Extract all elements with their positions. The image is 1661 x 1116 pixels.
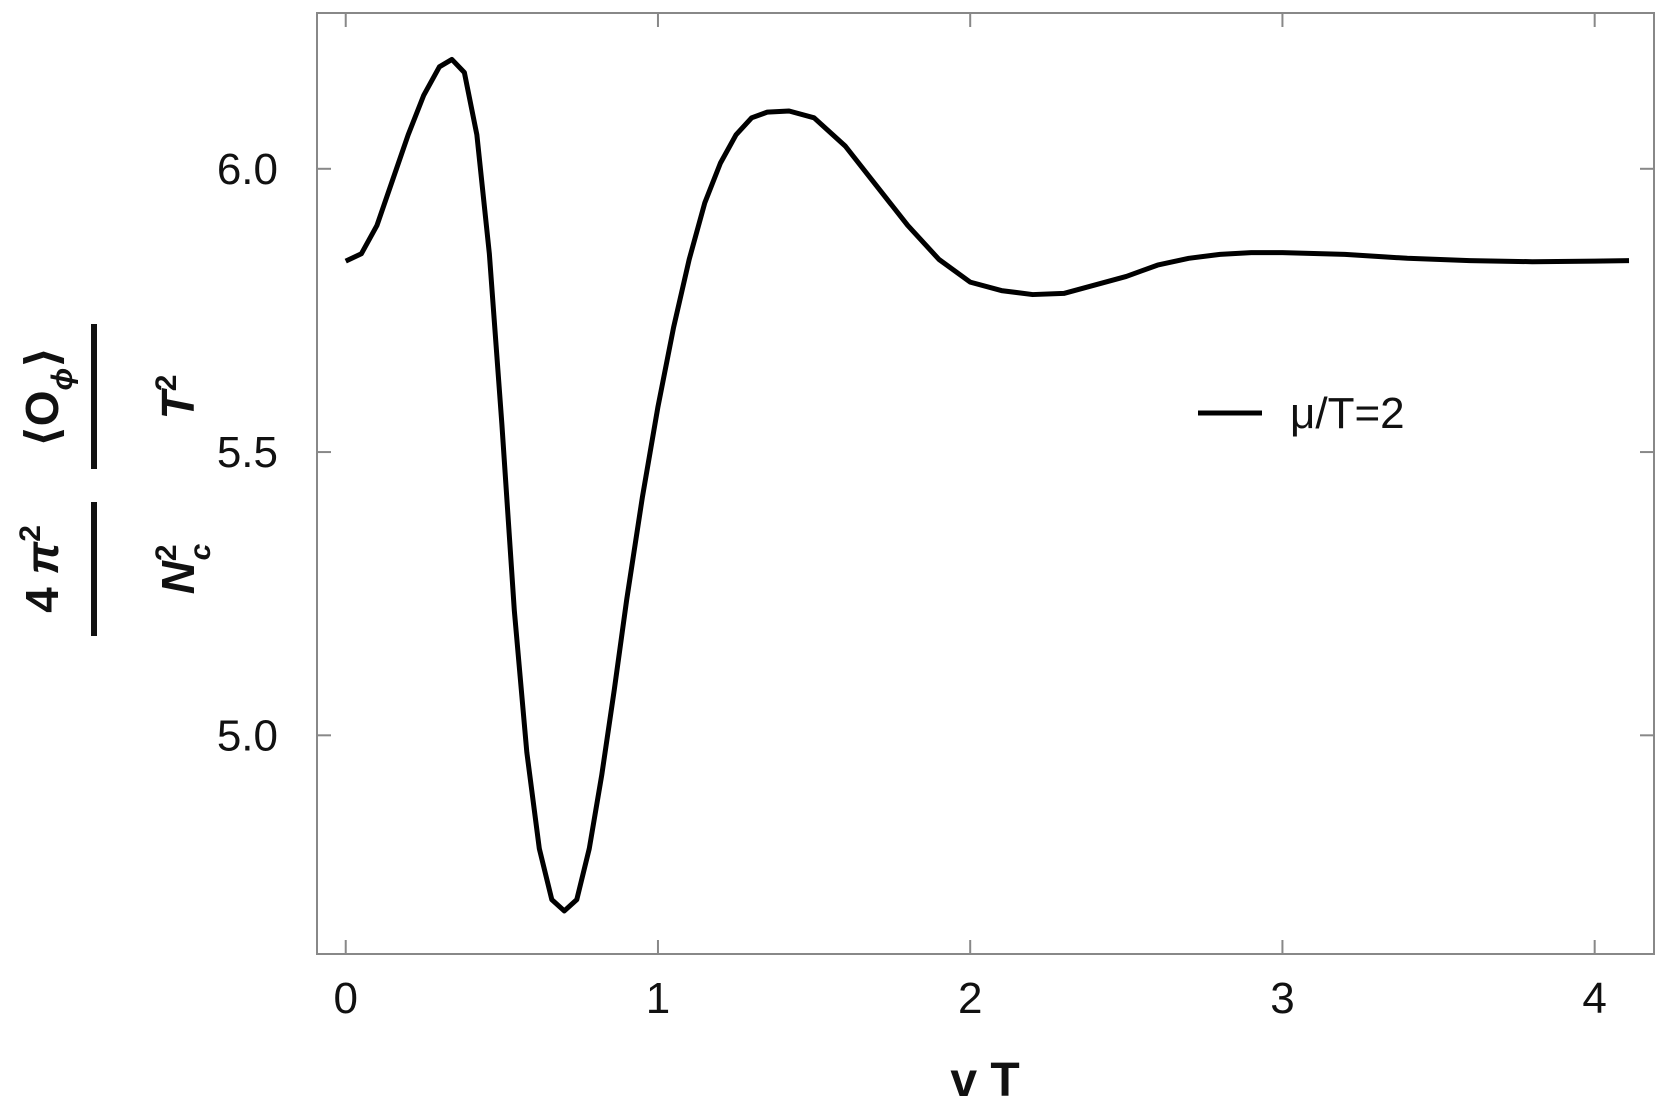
y-label-part: 2 <box>150 375 183 392</box>
line-series <box>344 56 1630 914</box>
y-label-part: N <box>152 560 204 594</box>
y-label-part: ⟩ <box>16 347 68 368</box>
x-axis-label: v T <box>950 1054 1019 1107</box>
y-label-part: 2 <box>150 544 183 561</box>
y-label-denominator: N2c <box>150 543 217 594</box>
y-tick-label: 6.0 <box>217 145 278 194</box>
y-tick-label: 5.5 <box>217 428 278 477</box>
y-label-part: 4 <box>16 575 68 613</box>
y-label-part: T <box>152 387 204 419</box>
x-tick-label: 3 <box>1270 974 1294 1023</box>
y-label-numerator: ⟨Oϕ⟩ <box>16 347 79 448</box>
legend-label: μ/T=2 <box>1290 389 1405 438</box>
x-tick-label: 1 <box>646 974 670 1023</box>
x-tick-label: 0 <box>333 974 357 1023</box>
x-tick-label: 2 <box>958 974 982 1023</box>
plot-frame <box>316 12 1655 955</box>
x-tick-label: 4 <box>1582 974 1606 1023</box>
y-label-part: ⟨O <box>16 390 68 447</box>
y-label-part: 2 <box>14 525 47 542</box>
y-label-numerator: 4 π2 <box>14 525 68 613</box>
y-tick-label: 5.0 <box>217 711 278 760</box>
y-label-part: ϕ <box>46 368 79 391</box>
y-label-part: c <box>184 543 217 560</box>
y-axis-label: 4 π2 N2c ⟨Oϕ⟩ T2 <box>14 324 217 636</box>
y-label-part: π <box>16 541 68 575</box>
y-label-denominator: T2 <box>150 375 204 420</box>
